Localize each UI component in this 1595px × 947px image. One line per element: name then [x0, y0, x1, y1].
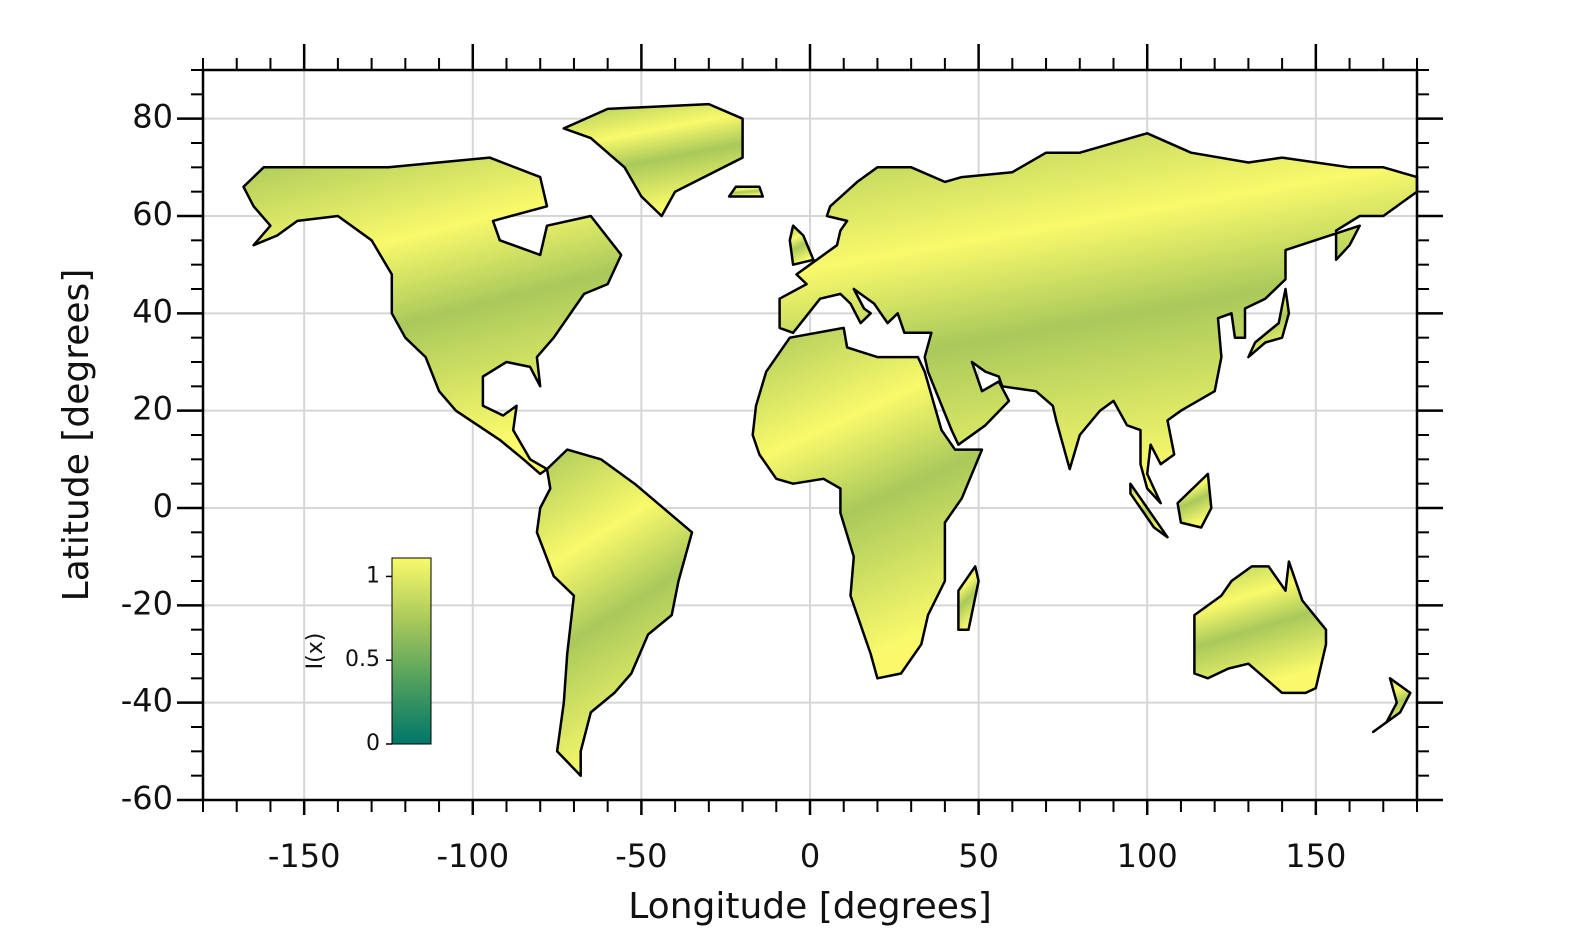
landmass: [242, 156, 623, 476]
x-tick-label: -150: [268, 837, 341, 875]
colorbar: [391, 557, 432, 745]
landmass: [751, 326, 984, 680]
landmass: [1129, 482, 1169, 539]
x-tick-label: 50: [958, 837, 999, 875]
landmass: [1247, 287, 1291, 359]
y-tick-label: -60: [121, 779, 173, 817]
landmass: [957, 565, 980, 631]
y-tick-label: 60: [132, 195, 173, 233]
y-tick-label: 20: [132, 390, 173, 428]
x-tick-label: 0: [800, 837, 820, 875]
landmass: [727, 185, 765, 198]
colorbar-tick-label: 0.5: [345, 647, 380, 672]
colorbar-tick-label: 1: [366, 563, 380, 588]
landmass: [1176, 472, 1213, 529]
x-tick-label: -50: [615, 837, 667, 875]
y-tick-label: -20: [121, 584, 173, 622]
landmass: [1193, 560, 1328, 695]
y-tick-label: 40: [132, 292, 173, 330]
x-tick-label: 150: [1285, 837, 1346, 875]
x-tick-label: -100: [436, 837, 509, 875]
ticks: -150 -100 -50 0 50 100 150 -60 -40 -20 0 20 40 60 80: [121, 44, 1443, 875]
landmass: [535, 448, 694, 777]
colorbar-tick-label: 0: [366, 731, 380, 756]
x-tick-label: 100: [1117, 837, 1178, 875]
landmass: [562, 102, 744, 218]
landmass: [788, 224, 815, 266]
y-tick-label: 80: [132, 98, 173, 136]
x-axis-label: Longitude [degrees]: [628, 886, 992, 927]
landmass: [1371, 677, 1412, 734]
colorbar-label: I(x): [303, 633, 328, 670]
y-axis-label: Latitude [degrees]: [56, 269, 97, 602]
landmass: [778, 132, 1419, 505]
land: [242, 102, 1419, 777]
y-tick-label: -40: [121, 682, 173, 720]
y-tick-label: 0: [153, 487, 173, 525]
